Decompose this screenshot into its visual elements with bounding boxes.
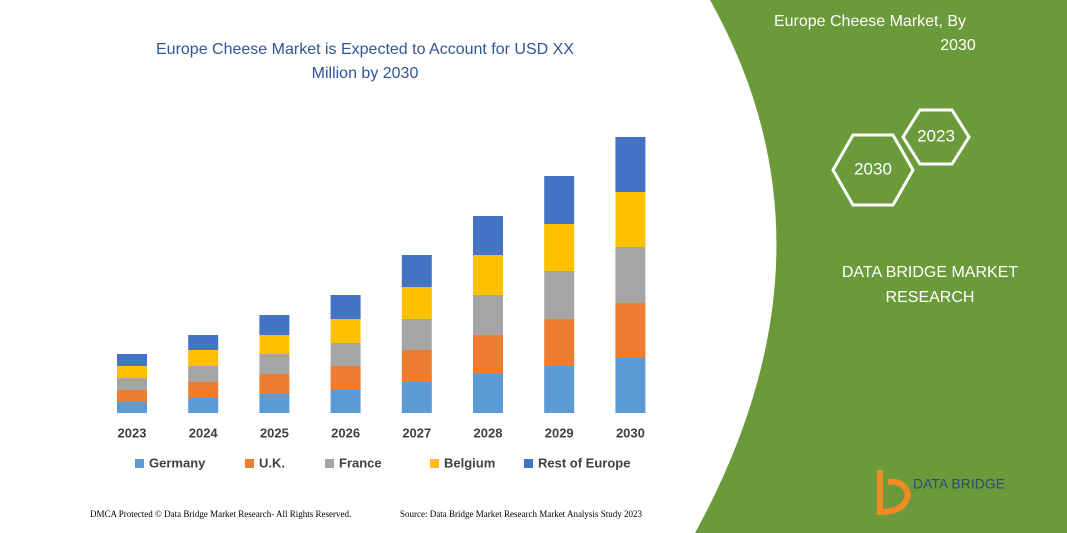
legend-swatch (135, 459, 144, 468)
legend-label: U.K. (259, 455, 285, 470)
panel-title: 2030 (940, 37, 976, 54)
legend-label: Belgium (444, 455, 495, 470)
bar-segment (473, 216, 503, 255)
bar-segment (401, 382, 432, 413)
brand: RESEARCH (886, 289, 975, 306)
bar-segment (615, 358, 646, 413)
bar-segment (117, 354, 147, 366)
bar-segment (473, 335, 503, 374)
x-tick-label: 2026 (331, 425, 360, 440)
bar-segment (330, 319, 361, 343)
hexagon (831, 133, 915, 207)
panel-title: Europe Cheese Market, By (774, 13, 966, 30)
hexagon (901, 108, 971, 166)
x-tick-label: 2030 (616, 425, 645, 440)
bar-segment (117, 390, 147, 402)
bar-segment (188, 335, 219, 350)
bar-segment (615, 192, 646, 247)
x-tick-label: 2028 (474, 425, 503, 440)
x-tick-label: 2029 (545, 425, 574, 440)
x-tick-label: 2027 (402, 425, 431, 440)
brand: DATA BRIDGE MARKET (842, 264, 1019, 281)
bar-segment (401, 319, 432, 350)
bar-segment (473, 295, 503, 335)
hexagon-label: 2023 (917, 126, 955, 145)
bar-segment (615, 137, 646, 192)
bar-segment (615, 303, 646, 358)
bar-segment (117, 366, 147, 378)
bar-segment (188, 382, 219, 398)
logo-icon (877, 470, 912, 516)
x-tick-label: 2024 (189, 425, 219, 440)
legend-swatch (325, 459, 334, 468)
x-tick-label: 2025 (260, 425, 289, 440)
legend-label: Rest of Europe (538, 455, 630, 470)
bar-segment (330, 390, 361, 413)
bar-segment (188, 350, 219, 366)
bar-segment (330, 295, 361, 319)
bar-segment (544, 319, 575, 366)
legend-label: Germany (149, 455, 206, 470)
legend-swatch (524, 459, 533, 468)
chart-title: Europe Cheese Market is Expected to Acco… (156, 41, 574, 58)
bar-segment (544, 271, 575, 319)
bar-segment (615, 247, 646, 303)
bar-segment (544, 176, 575, 224)
bar-segment (330, 366, 361, 390)
bar-segment (117, 378, 147, 390)
bar-segment (259, 374, 290, 394)
footer-right: Source: Data Bridge Market Research Mark… (400, 509, 642, 519)
green-panel (695, 0, 1067, 533)
bar-segment (188, 398, 219, 413)
bar-segment (188, 366, 219, 382)
legend-swatch (430, 459, 439, 468)
chart-title: Million by 2030 (312, 65, 419, 82)
bar-segment (401, 350, 432, 382)
legend-label: France (339, 455, 382, 470)
bar-segment (473, 255, 503, 295)
bar-segment (401, 287, 432, 319)
hexagon-label: 2030 (854, 159, 892, 178)
legend-swatch (245, 459, 254, 468)
logo-text: DATA BRIDGE (913, 476, 1005, 492)
footer-left: DMCA Protected © Data Bridge Market Rese… (90, 509, 351, 519)
bar-segment (473, 374, 503, 413)
bar-segment (259, 394, 290, 413)
x-tick-label: 2023 (118, 425, 147, 440)
bar-segment (330, 343, 361, 366)
bar-segment (544, 366, 575, 413)
bar-segment (544, 224, 575, 271)
bar-segment (117, 402, 147, 413)
bar-segment (259, 315, 290, 335)
bar-segment (259, 335, 290, 354)
bar-segment (401, 255, 432, 287)
bar-segment (259, 354, 290, 374)
